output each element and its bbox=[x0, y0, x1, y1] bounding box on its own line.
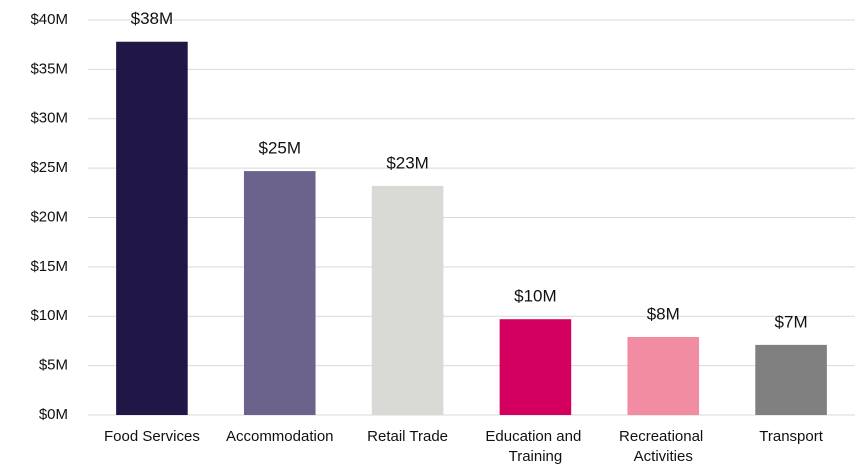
x-tick-label: Education and Training bbox=[485, 428, 585, 465]
y-tick-label: $25M bbox=[30, 159, 68, 176]
y-tick-label: $10M bbox=[30, 307, 68, 324]
x-tick-label: Food Services bbox=[104, 428, 200, 445]
y-tick-label: $40M bbox=[30, 11, 68, 28]
data-label: $38M bbox=[131, 9, 174, 28]
data-label: $23M bbox=[386, 153, 429, 172]
bar bbox=[755, 344, 827, 415]
y-tick-label: $30M bbox=[30, 110, 68, 127]
bar bbox=[116, 41, 188, 415]
y-tick-label: $0M bbox=[39, 406, 68, 423]
bar bbox=[499, 319, 572, 415]
data-label: $7M bbox=[775, 312, 808, 331]
y-tick-label: $20M bbox=[30, 208, 68, 225]
y-tick-label: $5M bbox=[39, 357, 68, 374]
y-tick-label: $35M bbox=[30, 60, 68, 77]
x-tick-label: Recreational Activities bbox=[619, 428, 707, 465]
data-label: $10M bbox=[514, 287, 557, 306]
data-label: $8M bbox=[647, 304, 680, 323]
x-tick-label: Accommodation bbox=[226, 428, 334, 445]
bar bbox=[627, 336, 700, 415]
data-label: $25M bbox=[258, 139, 301, 158]
x-tick-label: Transport bbox=[759, 428, 823, 445]
bar bbox=[243, 171, 316, 415]
y-tick-label: $15M bbox=[30, 258, 68, 275]
bar bbox=[371, 185, 444, 415]
x-tick-label: Retail Trade bbox=[367, 428, 448, 445]
